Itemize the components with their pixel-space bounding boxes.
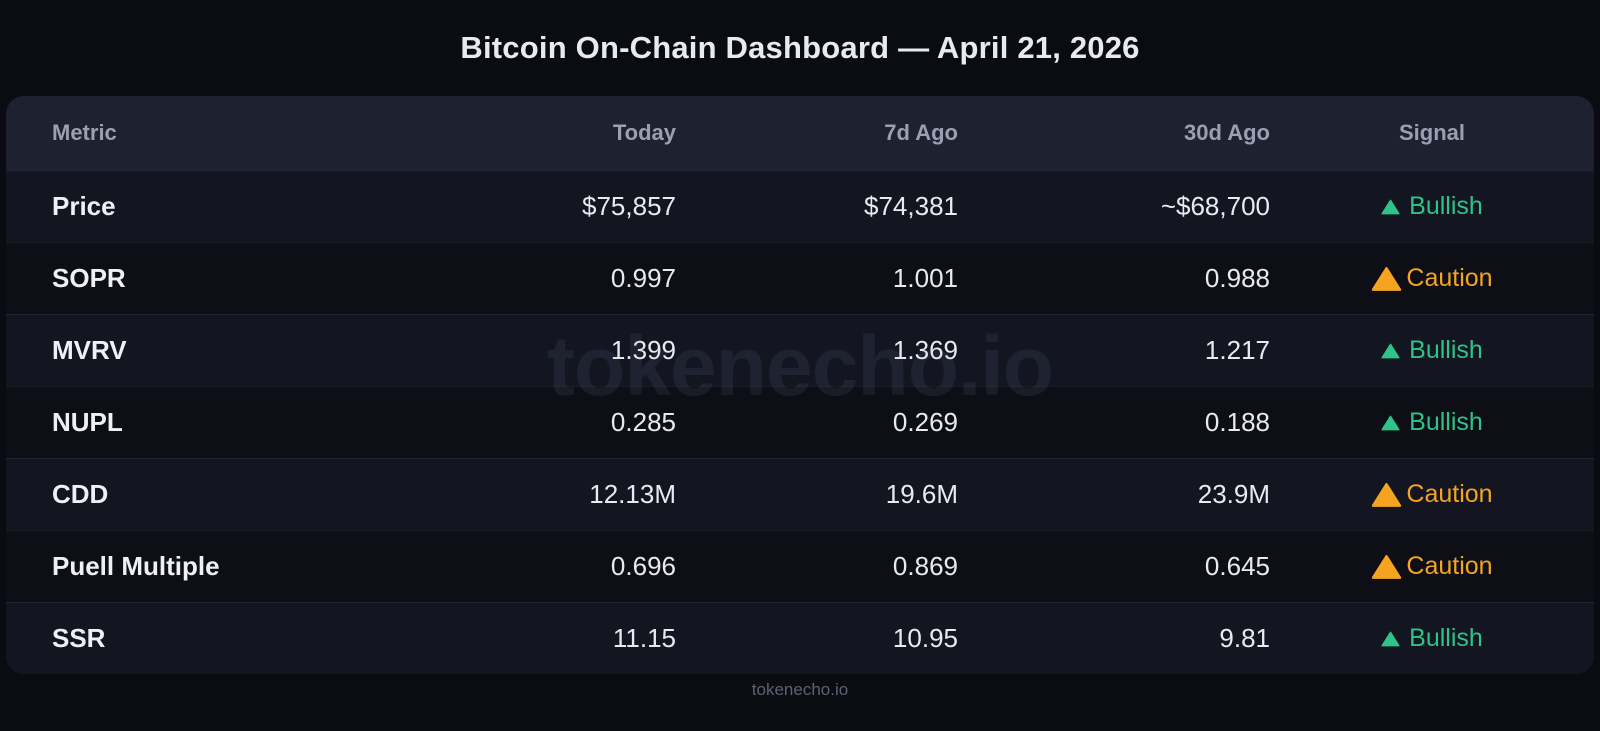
value-today: 1.399 [610, 335, 676, 365]
value-7d-ago: 0.869 [892, 551, 958, 581]
col-header-today: Today [612, 120, 676, 145]
value-30d-ago: 1.217 [1204, 335, 1270, 365]
col-header-7d-ago: 7d Ago [884, 120, 958, 145]
table-row: MVRV 1.399 1.369 1.217 Bullish [6, 314, 1594, 386]
value-30d-ago: 0.988 [1204, 263, 1270, 293]
bullish-triangle-icon [1381, 343, 1400, 359]
footer-branding: tokenecho.io [751, 680, 849, 699]
metric-name: SOPR [52, 263, 126, 293]
value-today: $75,857 [582, 191, 676, 221]
value-30d-ago: 23.9M [1197, 479, 1270, 509]
value-today: 0.997 [610, 263, 676, 293]
caution-triangle-icon [1371, 554, 1402, 580]
signal-cell: Caution [1270, 552, 1594, 581]
table-header-row: Metric Today 7d Ago 30d Ago Signal [6, 96, 1594, 170]
metric-name: Price [52, 191, 116, 221]
metric-name: CDD [52, 479, 109, 509]
signal-cell: Caution [1270, 480, 1594, 509]
signal-label: Bullish [1409, 408, 1483, 436]
table-row: SSR 11.15 10.95 9.81 Bullish [6, 602, 1594, 674]
col-header-signal: Signal [1398, 120, 1465, 145]
signal-cell: Bullish [1270, 624, 1594, 653]
table-row: SOPR 0.997 1.001 0.988 Caution [6, 242, 1594, 314]
bullish-triangle-icon [1381, 199, 1400, 215]
value-today: 11.15 [612, 623, 676, 653]
signal-cell: Bullish [1270, 192, 1594, 221]
col-header-30d-ago: 30d Ago [1184, 120, 1270, 145]
value-7d-ago: 19.6M [885, 479, 958, 509]
col-header-metric: Metric [52, 120, 117, 145]
metric-name: Puell Multiple [52, 551, 220, 581]
value-today: 0.696 [610, 551, 676, 581]
metrics-table: Metric Today 7d Ago 30d Ago Signal Price… [6, 96, 1594, 674]
metric-name: NUPL [52, 407, 123, 437]
table-row: Price $75,857 $74,381 ~$68,700 Bullish [6, 170, 1594, 242]
table-body: Price $75,857 $74,381 ~$68,700 Bullish S… [6, 170, 1594, 674]
table-row: NUPL 0.285 0.269 0.188 Bullish [6, 386, 1594, 458]
value-7d-ago: $74,381 [864, 191, 958, 221]
value-7d-ago: 1.001 [892, 263, 958, 293]
signal-label: Caution [1406, 264, 1493, 292]
value-7d-ago: 10.95 [892, 623, 958, 653]
metric-name: SSR [52, 623, 106, 653]
value-7d-ago: 1.369 [892, 335, 958, 365]
value-today: 0.285 [610, 407, 676, 437]
table-row: Puell Multiple 0.696 0.869 0.645 Caution [6, 530, 1594, 602]
caution-triangle-icon [1371, 266, 1402, 292]
caution-triangle-icon [1371, 482, 1402, 508]
page-title: Bitcoin On-Chain Dashboard — April 21, 2… [460, 30, 1140, 65]
value-30d-ago: 0.188 [1204, 407, 1270, 437]
value-30d-ago: ~$68,700 [1160, 191, 1270, 221]
signal-label: Bullish [1409, 336, 1483, 364]
signal-cell: Bullish [1270, 336, 1594, 365]
value-7d-ago: 0.269 [892, 407, 958, 437]
value-today: 12.13M [589, 479, 676, 509]
signal-label: Bullish [1409, 624, 1483, 652]
value-30d-ago: 9.81 [1219, 623, 1270, 653]
signal-label: Caution [1406, 480, 1493, 508]
signal-label: Caution [1406, 552, 1493, 580]
signal-cell: Bullish [1270, 408, 1594, 437]
bullish-triangle-icon [1381, 631, 1400, 647]
signal-cell: Caution [1270, 264, 1594, 293]
signal-label: Bullish [1409, 192, 1483, 220]
metric-name: MVRV [52, 335, 127, 365]
table-row: CDD 12.13M 19.6M 23.9M Caution [6, 458, 1594, 530]
bullish-triangle-icon [1381, 415, 1400, 431]
value-30d-ago: 0.645 [1204, 551, 1270, 581]
